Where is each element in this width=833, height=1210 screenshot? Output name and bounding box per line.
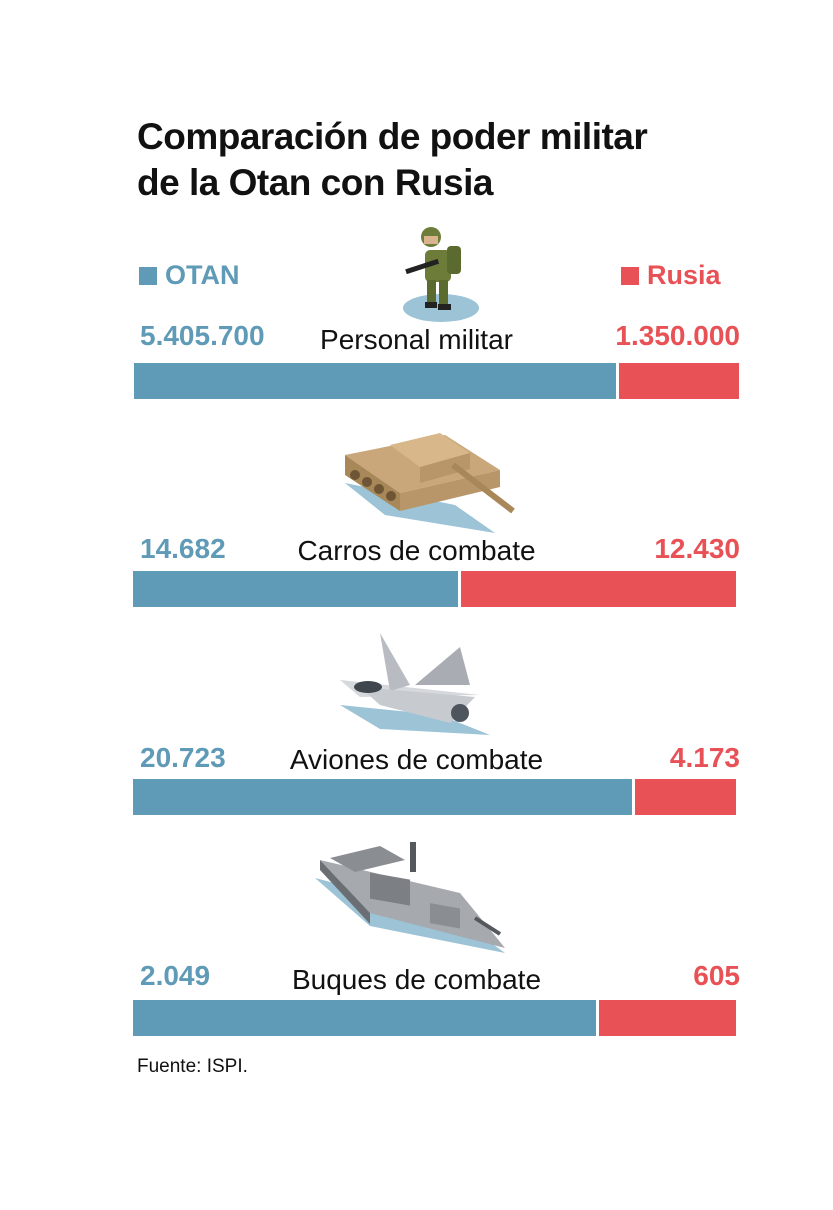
- legend-otan: OTAN: [139, 260, 240, 291]
- bar-rusia-carros: [461, 571, 736, 607]
- bar-rusia-aviones: [635, 779, 736, 815]
- title-line-2: de la Otan con Rusia: [137, 162, 493, 203]
- legend-rusia-swatch: [621, 266, 639, 285]
- bar-otan-personal: [134, 363, 616, 399]
- bar-rusia-personal: [619, 363, 739, 399]
- value-rusia-carros: 12.430: [654, 533, 740, 564]
- title-line-1: Comparación de poder militar: [137, 116, 648, 157]
- bar-otan-buques: [133, 1000, 596, 1036]
- value-rusia-aviones: 4.173: [669, 742, 740, 773]
- legend-otan-label: OTAN: [165, 260, 240, 290]
- value-otan-aviones: 20.723: [140, 742, 226, 773]
- tank-icon: [345, 433, 515, 533]
- soldier-icon: [403, 227, 479, 322]
- chart-title: Comparación de poder militar de la Otan …: [137, 114, 737, 206]
- warship-icon: [315, 842, 505, 953]
- value-otan-personal: 5.405.700: [140, 320, 265, 351]
- category-label-carros: Carros de combate: [297, 535, 536, 566]
- value-otan-buques: 2.049: [140, 960, 211, 991]
- category-label-personal: Personal militar: [320, 324, 513, 355]
- fighter-jet-icon: [340, 633, 490, 735]
- value-rusia-buques: 605: [693, 960, 740, 991]
- value-rusia-personal: 1.350.000: [615, 320, 740, 351]
- category-label-aviones: Aviones de combate: [289, 744, 544, 775]
- legend-otan-swatch: [139, 266, 157, 285]
- value-otan-carros: 14.682: [140, 533, 226, 564]
- bar-rusia-buques: [599, 1000, 736, 1036]
- legend-rusia-label: Rusia: [647, 260, 721, 290]
- category-label-buques: Buques de combate: [291, 964, 542, 995]
- bar-otan-aviones: [133, 779, 632, 815]
- bar-otan-carros: [133, 571, 458, 607]
- legend-rusia: Rusia: [621, 260, 721, 291]
- source-note: Fuente: ISPI.: [137, 1056, 248, 1077]
